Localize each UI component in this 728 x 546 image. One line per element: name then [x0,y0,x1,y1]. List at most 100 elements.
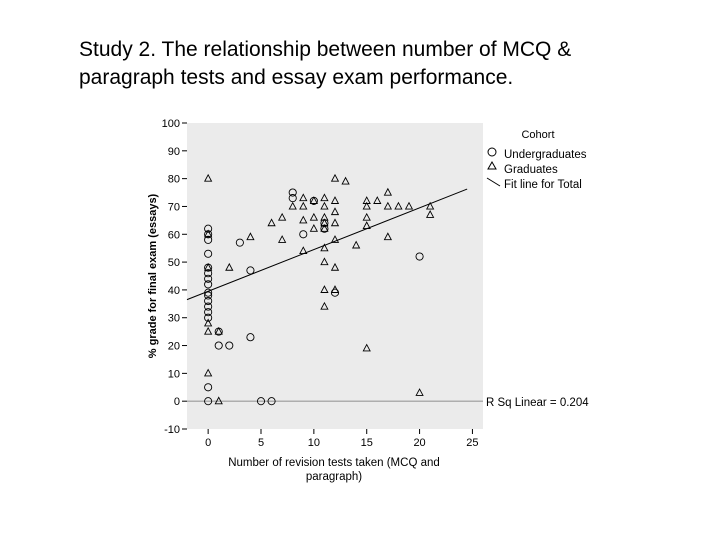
undergraduate-point [204,269,213,278]
legend-circle-marker [487,147,497,157]
undergraduate-point [288,188,297,197]
r-squared-annotation: R Sq Linear = 0.204 [486,397,589,409]
graduate-point [330,285,340,293]
graduate-point [320,285,329,293]
graduate-point [309,223,319,232]
legend: Cohort Undergraduates Graduates Fit line… [486,129,587,191]
undergraduate-point [204,296,213,306]
slide-title-line-2: paragraph tests and essay exam performan… [79,66,514,89]
data-markers [203,173,435,406]
graduate-point [330,218,340,227]
graduate-point [267,218,276,227]
y-tick-label: 100 [162,118,180,130]
graduate-point [320,201,329,210]
y-tick-label: 30 [168,313,180,325]
undergraduate-point [204,274,213,283]
graduate-point [425,210,435,218]
y-tick-label: 20 [168,341,180,353]
x-tick-label: 25 [466,437,478,449]
plot-area [187,123,483,429]
undergraduate-point [204,397,213,406]
undergraduate-point [204,291,213,300]
graduate-point [320,301,329,310]
graduate-point [320,257,329,266]
graduate-point [203,173,213,182]
undergraduate-point [235,238,244,247]
y-tick-label: 70 [168,201,180,213]
fit-line-total [186,188,468,301]
graduate-point [299,246,308,255]
legend-fit-line-swatch [486,177,501,187]
undergraduate-point [214,341,223,350]
undergraduate-point [204,224,213,233]
graduate-point [362,343,371,352]
y-tick-label: -10 [164,424,180,436]
graduate-point [351,240,361,249]
graduate-point [203,326,213,335]
x-axis: 0 5 10 15 20 25 [205,429,479,449]
y-axis: -10 0 10 20 30 40 50 60 70 80 90 100 [162,118,187,436]
y-tick-label: 50 [168,257,180,269]
legend-title: Cohort [521,129,554,141]
graduate-point [394,201,403,210]
graduate-point [320,193,329,202]
y-tick-label: 80 [168,174,180,186]
graduate-point [203,318,213,327]
y-tick-label: 0 [174,396,180,408]
graduate-point [330,196,340,204]
graduate-point [415,388,424,396]
y-tick-label: 10 [168,368,180,380]
undergraduate-point [225,341,234,350]
graduate-point [203,229,213,238]
graduate-point [320,223,329,232]
undergraduate-point [204,302,213,311]
graduate-point [299,215,308,224]
undergraduate-point [204,383,213,392]
graduate-point [383,187,393,196]
graduate-point [425,201,435,210]
graduate-point [362,201,371,210]
graduate-point [341,176,350,185]
slide-title: Study 2. The relationship between number… [79,36,679,92]
graduate-point [330,207,340,216]
undergraduate-point [204,249,213,258]
graduate-point [362,212,371,221]
undergraduate-point [256,397,266,406]
undergraduate-point [204,235,213,244]
graduate-point [330,173,340,182]
undergraduate-point [246,333,255,342]
x-tick-label: 15 [361,437,373,449]
graduate-point [299,193,308,202]
undergraduate-point [204,280,213,289]
undergraduate-point [204,288,213,297]
graduate-point [203,368,213,377]
graduate-point [383,201,393,210]
y-tick-label: 60 [168,229,180,241]
graduate-point [362,221,371,229]
legend-triangle-marker [487,160,497,170]
graduate-point [203,262,213,271]
graduate-point [246,232,255,241]
graduate-point [404,201,414,210]
graduate-point [299,201,308,210]
slide-title-line-1: Study 2. The relationship between number… [79,38,572,61]
graduate-point [383,232,393,241]
graduate-point [288,201,297,210]
undergraduate-point [204,313,213,322]
graduate-point [320,243,329,252]
graduate-point [309,212,319,221]
x-tick-label: 0 [205,437,211,449]
graduate-point [214,326,223,335]
graduate-point [373,196,382,204]
y-tick-label: 90 [168,146,180,158]
legend-label-fit-line: Fit line for Total [504,179,582,191]
graduate-point [309,196,319,204]
graduate-point [330,235,340,243]
legend-label-graduates: Graduates [504,164,558,176]
x-tick-label: 10 [308,437,320,449]
legend-label-undergraduates: Undergraduates [504,149,587,161]
undergraduate-point [204,308,213,317]
graduate-point [277,235,287,243]
undergraduate-point [299,230,308,239]
